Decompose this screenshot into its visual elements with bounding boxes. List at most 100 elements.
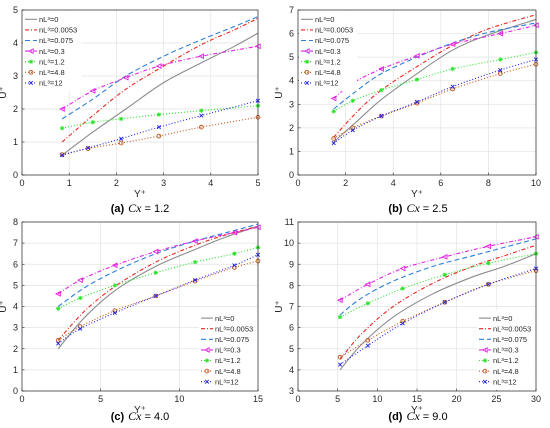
y-tick-label: 0 <box>13 386 18 396</box>
data-point <box>198 53 205 60</box>
series-line <box>57 225 259 341</box>
data-point <box>442 272 447 278</box>
y-tick-label: 9 <box>289 259 294 269</box>
legend-label: nL³=0.3 <box>215 346 241 355</box>
series-line <box>61 17 259 143</box>
legend-label: nL³=0.3 <box>493 346 519 355</box>
data-point <box>59 152 65 157</box>
panel-caption: (c) Cx = 4.0 <box>111 409 170 423</box>
data-point <box>118 140 124 146</box>
data-point <box>78 295 83 301</box>
series-line <box>339 253 537 318</box>
axes-frame <box>297 9 537 176</box>
series-line <box>57 225 259 350</box>
legend-entry: nL³=12 <box>201 377 239 386</box>
legend-marker <box>27 48 34 55</box>
series-7 <box>56 252 261 346</box>
x-tick-label: 0 <box>19 178 24 188</box>
series-2 <box>333 14 537 138</box>
data-point <box>442 299 448 305</box>
x-tick-label: 4 <box>208 178 213 188</box>
legend-entry: nL³=0 <box>201 314 234 323</box>
data-point <box>378 113 384 119</box>
y-tick-label: 7 <box>289 302 294 312</box>
legend-label: nL³=4.8 <box>493 367 519 376</box>
panel-caption: (b) Cx = 2.5 <box>388 201 447 215</box>
axes-frame <box>297 221 537 392</box>
data-point <box>199 124 204 130</box>
data-point <box>400 321 405 326</box>
legend-entry: nL³=0 <box>301 15 334 24</box>
x-tick-label: 8 <box>486 178 491 188</box>
data-point <box>192 259 198 265</box>
legend-label: nL³=0.075 <box>493 335 527 344</box>
data-point <box>400 286 405 291</box>
x-tick-label: 2 <box>343 178 348 188</box>
panel-a: 0 1 2 3 4 5 0 1 2 3 4 5 Y⁺ U⁺ nL³=0 nL³=0.0053nL³=0.075… <box>0 5 261 215</box>
legend: nL³=0nL³=0.0053nL³=0.075nL³=0.3nL³=1.2nL… <box>299 11 357 92</box>
legend-label: nL³=1.2 <box>39 57 65 66</box>
series-5 <box>55 245 261 311</box>
caption-value: = 1.2 <box>145 203 170 215</box>
data-point <box>414 77 420 82</box>
series-line <box>333 63 537 139</box>
data-point <box>119 136 124 141</box>
legend-entry: nL³=12 <box>301 79 339 88</box>
data-point <box>442 300 447 305</box>
x-axis-label: Y⁺ <box>411 189 423 200</box>
series-7 <box>331 57 539 146</box>
data-point <box>89 87 96 94</box>
legend-marker <box>304 80 310 86</box>
data-point <box>379 113 384 119</box>
data-point <box>350 98 355 103</box>
data-point <box>450 84 455 89</box>
data-point <box>232 251 237 256</box>
legend-label: nL³=1.2 <box>493 356 519 365</box>
panel-caption: (a) Cx = 1.2 <box>111 201 170 215</box>
caption-variable: Cx <box>406 201 420 215</box>
legend-entry: nL³=4.8 <box>301 68 341 77</box>
x-tick-label: 2 <box>114 178 119 188</box>
y-tick-label: 2 <box>13 104 18 114</box>
series-line <box>333 18 537 143</box>
data-point <box>85 145 91 151</box>
data-point <box>60 153 65 158</box>
axes-frame <box>21 9 259 176</box>
y-tick-label: 8 <box>289 280 294 290</box>
data-point <box>331 109 336 114</box>
y-tick-label: 5 <box>13 5 18 15</box>
legend-box <box>199 309 257 390</box>
legend-marker <box>28 80 34 86</box>
series-line <box>61 16 259 120</box>
legend-label: nL³=0.075 <box>315 36 349 45</box>
y-tick-label: 4 <box>289 76 294 86</box>
legend-label: nL³=12 <box>215 377 239 386</box>
x-tick-label: 30 <box>531 394 541 404</box>
panel-d: 0 5 10 15 20 25 30 3 4 5 6 7 8 9 10 11 Y⁺ U⁺ nL³=0nL³=0.00… <box>274 217 541 423</box>
x-tick-label: 5 <box>335 394 340 404</box>
legend-entry: nL³=0.3 <box>25 47 65 56</box>
legend-label: nL³=0.0053 <box>39 26 77 35</box>
data-point <box>498 67 503 73</box>
legend-box <box>299 11 357 92</box>
legend-label: nL³=0.0053 <box>215 324 253 333</box>
legend-box <box>477 309 535 390</box>
y-tick-label: 6 <box>289 29 294 39</box>
data-point <box>59 125 65 131</box>
legend-entry: nL³=1.2 <box>25 57 65 66</box>
data-point <box>450 66 455 72</box>
series-line <box>339 238 537 316</box>
data-point <box>399 265 406 272</box>
y-tick-label: 5 <box>289 52 294 62</box>
series-line <box>333 14 537 138</box>
y-tick-label: 4 <box>13 38 18 48</box>
legend-entry: nL³=0.075 <box>201 335 249 344</box>
x-tick-label: 5 <box>98 394 103 404</box>
data-point <box>331 136 337 141</box>
data-point <box>153 270 158 275</box>
legend: nL³=0nL³=0.0053nL³=0.075nL³=0.3nL³=1.2nL… <box>199 309 257 390</box>
data-point <box>498 57 503 62</box>
series-6 <box>55 258 261 343</box>
legend-entry: nL³=0.075 <box>479 335 527 344</box>
data-point <box>77 277 83 284</box>
